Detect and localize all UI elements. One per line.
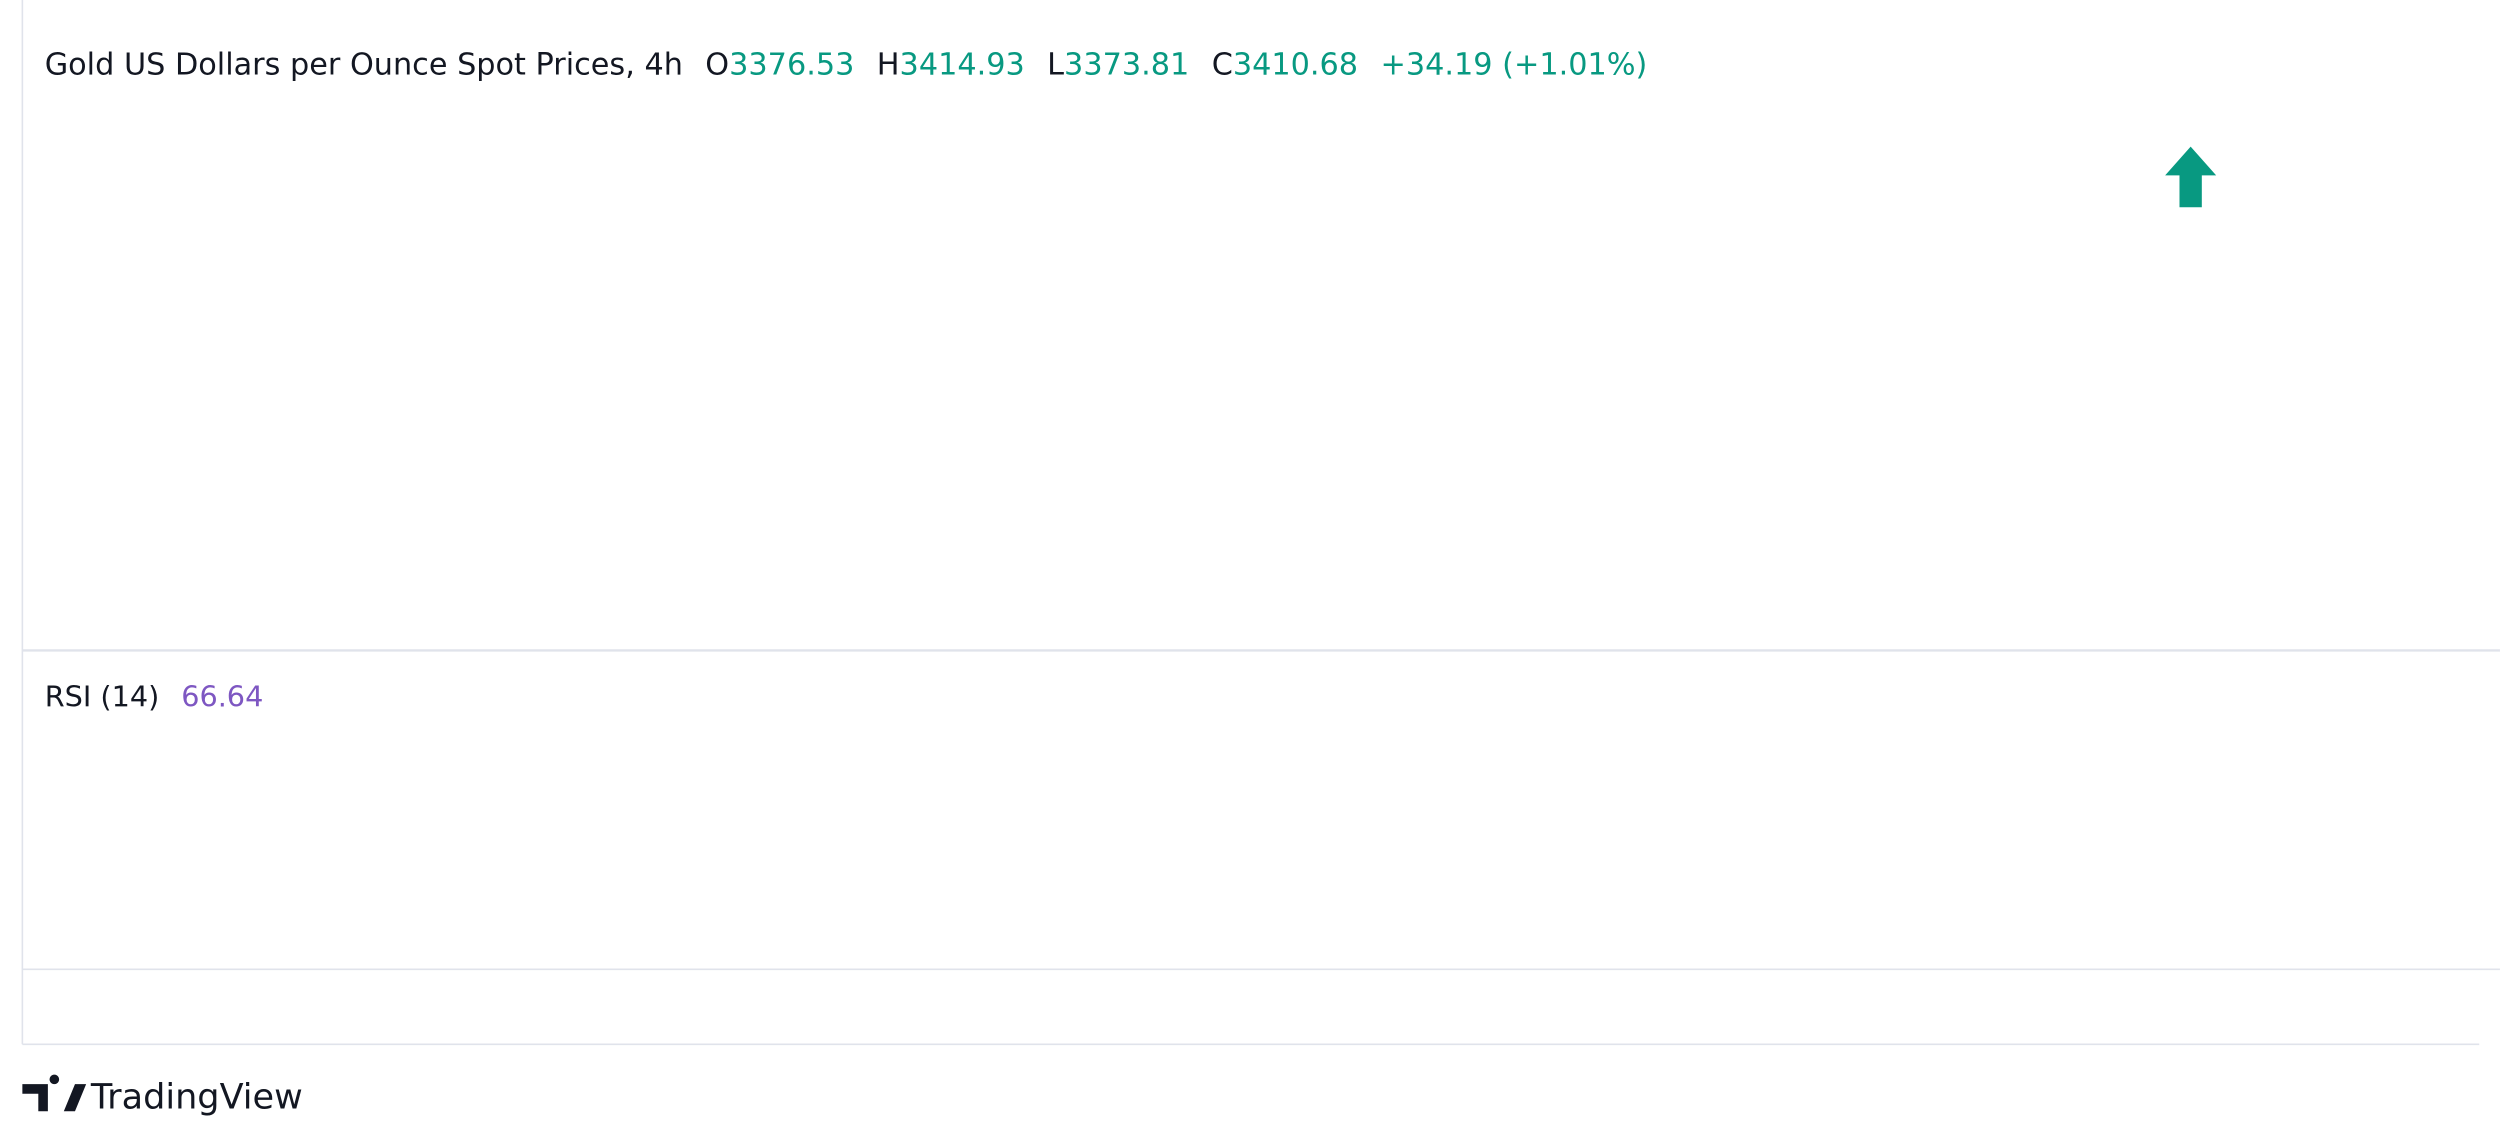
low-value: 3373.81 <box>1064 47 1189 82</box>
close-value: 3410.68 <box>1233 47 1358 82</box>
high-value: 3414.93 <box>900 47 1025 82</box>
brand-logo: TradingView <box>22 1074 303 1117</box>
brand-icon <box>22 1074 87 1112</box>
up-arrow <box>2165 146 2217 208</box>
open-prefix: O <box>705 47 729 82</box>
brand-name: TradingView <box>90 1076 303 1117</box>
rsi-header: RSI (14) 66.64 <box>45 679 264 713</box>
chart-title: Gold US Dollars per Ounce Spot Prices, 4… <box>45 47 683 82</box>
low-prefix: L <box>1047 47 1064 82</box>
open-value: 3376.53 <box>729 47 854 82</box>
close-prefix: C <box>1212 47 1233 82</box>
header: Gold US Dollars per Ounce Spot Prices, 4… <box>45 47 1648 82</box>
rsi-current: 66.64 <box>181 679 263 713</box>
rsi-name: RSI (14) <box>45 679 160 713</box>
high-prefix: H <box>877 47 900 82</box>
change: +34.19 (+1.01%) <box>1380 47 1647 82</box>
